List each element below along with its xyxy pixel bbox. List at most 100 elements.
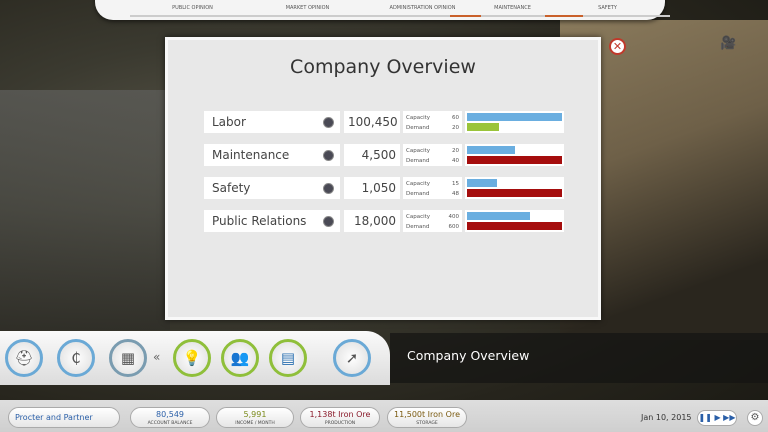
people-icon: 👥 [230,349,250,367]
collapse-chevron[interactable]: « [153,350,161,364]
tab-label: PUBLIC OPINION [172,5,213,11]
income: 5,991 INCOME / MONTH [216,407,294,428]
worker-icon [323,117,334,128]
income-value: 5,991 [243,410,267,419]
level-bar [130,15,255,17]
production-value: 1,138t Iron Ore [309,410,371,419]
resource-value: 100,450 [344,111,400,133]
capacity-value: 60 [452,115,459,121]
capacity-label: Capacity [406,148,431,154]
balance-label: ACCOUNT BALANCE [147,421,193,426]
level-bar [360,15,485,17]
resource-label: Public Relations [212,214,307,228]
speed-controls[interactable]: ❚❚ ▶ ▶▶ [697,410,737,426]
capacity-bar [467,212,531,220]
demand-bar [467,156,562,164]
capacity-demand: Capacity 20 Demand 40 [403,144,462,166]
demand-bar [467,189,562,197]
finance-button[interactable]: ₵ [57,339,95,377]
level-bar [545,15,670,17]
tab-label: MAINTENANCE [494,5,531,11]
capacity-bar [467,113,562,121]
resource-value: 1,050 [344,177,400,199]
capacity-demand-bars [465,177,564,199]
helmet-button[interactable]: ⛑ [5,339,43,377]
game-scene-buildings [0,90,170,330]
level-fill [545,15,583,17]
capacity-demand-bars [465,210,564,232]
capacity-bar [467,179,497,187]
currency-icon: ₵ [71,349,81,367]
tab-maintenance[interactable]: MAINTENANCE [445,5,580,17]
stats-button[interactable]: ➚ [333,339,371,377]
settings-gear-icon[interactable]: ⚙ [747,410,763,426]
research-button[interactable]: 💡 [173,339,211,377]
level-bar [450,15,575,17]
demand-label: Demand [406,125,430,131]
capacity-value: 400 [448,214,460,220]
tab-label: ADMINISTRATION OPINION [389,5,456,11]
capacity-bar [467,146,515,154]
window-icon: ▤ [280,349,296,367]
capacity-demand-bars [465,144,564,166]
tree-icon [323,216,334,227]
capacity-demand: Capacity 60 Demand 20 [403,111,462,133]
resource-value: 4,500 [344,144,400,166]
opinion-bar: PUBLIC OPINION MARKET OPINION ADMINISTRA… [95,0,670,20]
status-bar [0,400,768,432]
game-date: Jan 10, 2015 [641,413,692,422]
resource-name: Maintenance [204,144,340,166]
close-button[interactable]: ✕ [609,38,626,55]
resource-name: Safety [204,177,340,199]
storage: 11,500t Iron Ore STORAGE [387,407,467,428]
demand-value: 600 [448,224,460,230]
wrench-icon [323,150,334,161]
storage-value: 11,500t Iron Ore [394,410,460,419]
demand-label: Demand [406,191,430,197]
helmet-icon [323,183,334,194]
overview-button[interactable]: ▤ [269,339,307,377]
capacity-demand-bars [465,111,564,133]
tab-safety[interactable]: SAFETY [540,5,675,17]
helmet-icon: ⛑ [14,349,34,367]
demand-value: 48 [452,191,459,197]
demand-bar [467,222,562,230]
storage-label: STORAGE [416,421,438,426]
level-bar [245,15,370,17]
balance-value: 80,549 [156,410,184,419]
demand-label: Demand [406,224,430,230]
resource-name: Labor [204,111,340,133]
resource-label: Maintenance [212,148,290,162]
demand-bar [467,123,499,131]
capacity-label: Capacity [406,115,431,121]
resource-value: 18,000 [344,210,400,232]
resource-label: Safety [212,181,251,195]
tab-public-opinion[interactable]: PUBLIC OPINION [125,5,260,17]
staff-button[interactable]: 👥 [221,339,259,377]
company-name[interactable]: Procter and Partner [8,407,120,428]
level-fill [450,15,482,17]
production-label: PRODUCTION [324,421,356,426]
company-button[interactable]: ▦ [109,339,147,377]
company-overview-dialog: Company Overview Labor 100,450 Capacity 6… [165,37,601,320]
tab-label: MARKET OPINION [285,5,330,11]
building-icon: ▦ [120,349,136,367]
account-balance: 80,549 ACCOUNT BALANCE [130,407,210,428]
income-label: INCOME / MONTH [235,421,275,426]
camera-icon[interactable]: 🎥 [720,36,737,51]
dialog-title: Company Overview [290,56,476,78]
capacity-value: 15 [452,181,459,187]
capacity-label: Capacity [406,181,431,187]
panel-title: Company Overview [407,348,530,363]
tab-administration-opinion[interactable]: ADMINISTRATION OPINION [355,5,490,17]
tab-label: SAFETY [598,5,617,11]
demand-value: 20 [452,125,459,131]
capacity-label: Capacity [406,214,431,220]
production: 1,138t Iron Ore PRODUCTION [300,407,380,428]
demand-label: Demand [406,158,430,164]
resource-label: Labor [212,115,246,129]
tab-market-opinion[interactable]: MARKET OPINION [240,5,375,17]
capacity-demand: Capacity 400 Demand 600 [403,210,462,232]
capacity-value: 20 [452,148,459,154]
capacity-demand: Capacity 15 Demand 48 [403,177,462,199]
